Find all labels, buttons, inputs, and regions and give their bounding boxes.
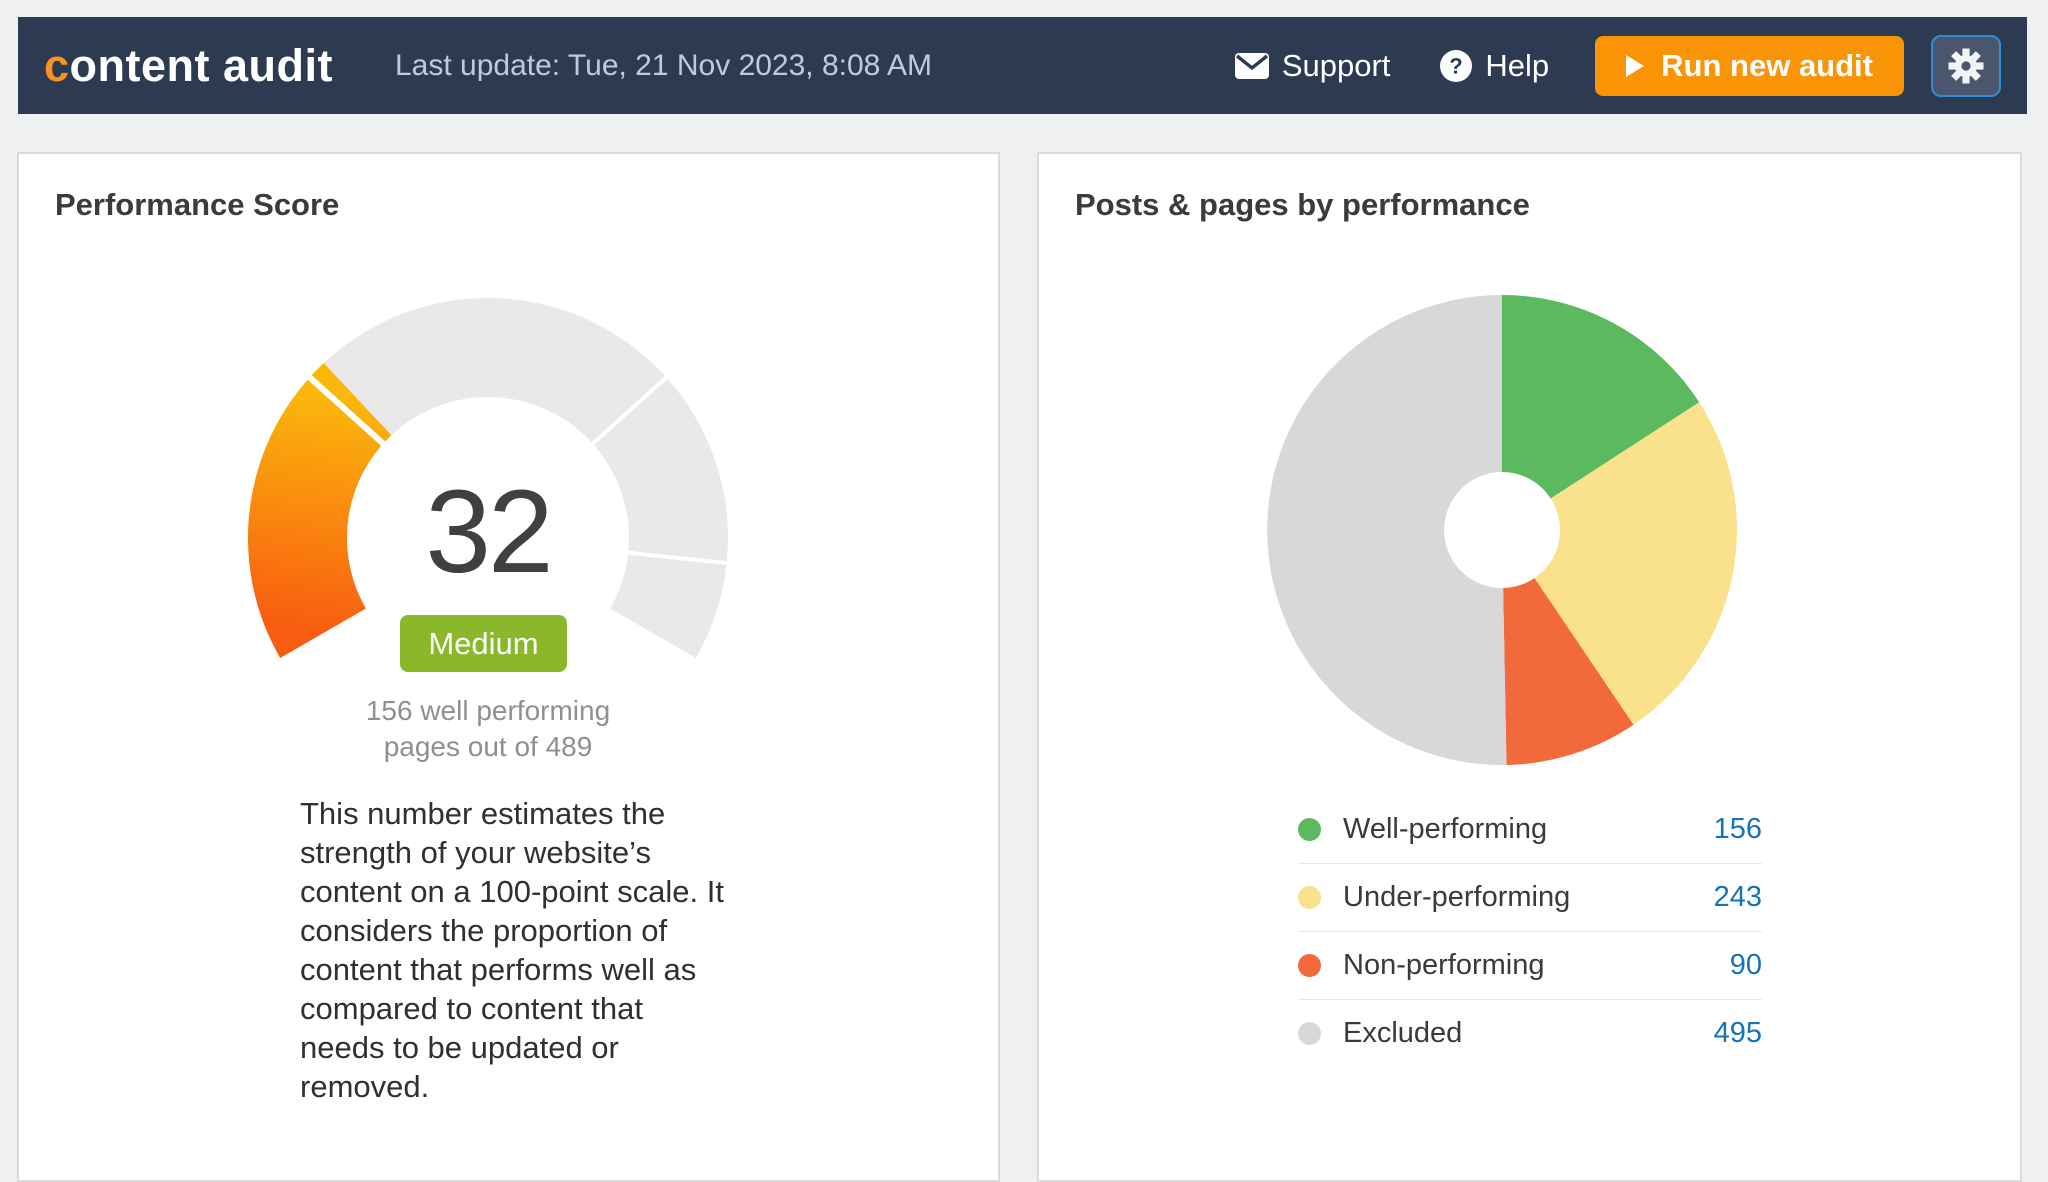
gear-icon xyxy=(1946,46,1986,86)
legend-row-non-performing: Non-performing 90 xyxy=(1298,931,1762,999)
score-rating-badge: Medium xyxy=(400,615,567,672)
settings-button[interactable] xyxy=(1931,34,2001,97)
legend-label: Under-performing xyxy=(1343,881,1571,913)
legend-label: Excluded xyxy=(1343,1017,1463,1049)
logo-letter-c: c xyxy=(44,39,70,91)
help-link[interactable]: ? Help xyxy=(1440,48,1549,84)
app-logo: content audit xyxy=(44,40,333,92)
gauge-band-divider xyxy=(305,373,388,448)
donut-slice-under-performing xyxy=(1534,402,1737,725)
chart-legend: Well-performing 156 Under-performing 243… xyxy=(1298,795,1762,1067)
distribution-card: Posts & pages by performance Well-perfor… xyxy=(1037,152,2022,1182)
gauge-chart xyxy=(247,298,730,658)
gauge-band-divider xyxy=(625,550,730,566)
legend-row-well-performing: Well-performing 156 xyxy=(1298,795,1762,863)
performance-score-card: Performance Score 32 Medium 156 well per… xyxy=(17,152,1000,1182)
donut-slice-well-performing xyxy=(1502,295,1700,499)
gauge-value-arc xyxy=(247,363,392,658)
legend-label: Non-performing xyxy=(1343,949,1545,981)
legend-label: Well-performing xyxy=(1343,812,1548,845)
help-icon: ? xyxy=(1440,49,1473,82)
header-bar: content audit Last update: Tue, 21 Nov 2… xyxy=(18,17,2027,114)
support-label: Support xyxy=(1281,47,1391,83)
legend-dot xyxy=(1298,954,1321,977)
score-caption: 156 well performing pages out of 489 xyxy=(365,695,611,762)
play-icon xyxy=(1626,54,1645,77)
run-new-audit-button[interactable]: Run new audit xyxy=(1595,35,1904,96)
help-label: Help xyxy=(1485,47,1550,83)
legend-dot xyxy=(1298,1022,1321,1045)
legend-dot xyxy=(1298,817,1321,841)
last-update-text: Last update: Tue, 21 Nov 2023, 8:08 AM xyxy=(395,48,933,82)
gauge-track-arc xyxy=(323,298,729,658)
distribution-card-title: Posts & pages by performance xyxy=(1075,187,1530,222)
legend-value-link[interactable]: 156 xyxy=(1713,812,1762,845)
score-description: This number estimates the strength of yo… xyxy=(300,796,724,1104)
gauge-band-divider xyxy=(589,373,670,448)
donut-slice-non-performing xyxy=(1503,578,1634,765)
support-link[interactable]: Support xyxy=(1234,47,1391,84)
gauge-score-value: 32 xyxy=(425,466,553,598)
svg-text:?: ? xyxy=(1450,53,1463,78)
legend-dot xyxy=(1298,886,1321,909)
legend-row-under-performing: Under-performing 243 xyxy=(1298,863,1762,931)
run-new-audit-label: Run new audit xyxy=(1661,47,1873,83)
mail-icon xyxy=(1234,52,1269,79)
legend-value-link[interactable]: 243 xyxy=(1713,881,1762,913)
legend-value-link[interactable]: 495 xyxy=(1713,1017,1762,1049)
gear-teeth xyxy=(1948,48,1984,83)
logo-rest: ontent audit xyxy=(69,39,333,91)
donut-slice-excluded xyxy=(1267,295,1507,765)
legend-row-excluded: Excluded 495 xyxy=(1298,999,1762,1067)
donut-chart xyxy=(1267,295,1737,765)
performance-card-title: Performance Score xyxy=(55,187,340,222)
legend-value-link[interactable]: 90 xyxy=(1729,949,1762,981)
